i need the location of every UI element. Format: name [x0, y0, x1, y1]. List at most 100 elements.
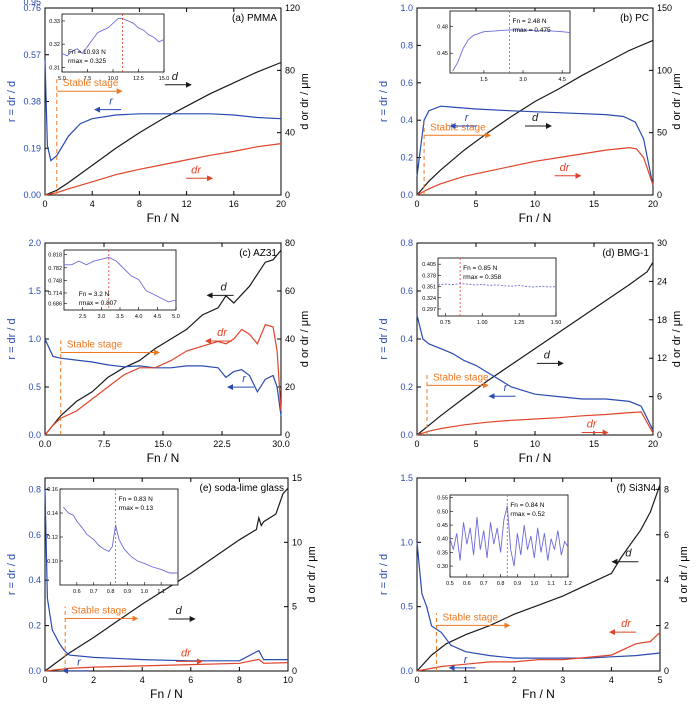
y-right-tick-label: 18 — [657, 315, 667, 325]
x-axis-title: Fn / N — [522, 687, 555, 701]
y-right-tick-label: 30 — [657, 238, 667, 248]
inset-y-tick-label: 0.405 — [422, 262, 436, 268]
inset-annotation-fn: Fn = 0.84 N — [510, 502, 544, 509]
y-left-tick-label: 0.2 — [400, 382, 413, 392]
inset-curve — [61, 18, 165, 57]
x-axis-title: Fn / N — [519, 211, 552, 225]
inset-y-tick-label: 0.31 — [49, 65, 60, 71]
inset-annotation-fn: Fn = 0.83 N — [119, 496, 153, 503]
y-left-axis-title: r = dr / d — [6, 318, 18, 359]
stable-stage-label: Stable stage — [433, 372, 489, 383]
inset-x-tick-label: 0.6 — [463, 581, 471, 587]
series-line-d — [44, 487, 289, 672]
inset-curve — [63, 506, 178, 574]
y-left-tick-label: 1.0 — [28, 334, 41, 344]
y-right-tick-label: 0 — [657, 430, 662, 440]
y-left-tick-label: 0.00 — [23, 190, 41, 200]
x-tick-label: 2 — [91, 675, 96, 685]
x-tick-label: 7.5 — [98, 439, 111, 449]
series-line-d — [416, 39, 654, 196]
y-left-axis-title: r = dr / d — [378, 81, 390, 122]
y-left-tick-label: 0.5 — [400, 602, 413, 612]
y-right-tick-label: 50 — [657, 128, 667, 138]
y-left-tick-label: 0.0 — [28, 430, 41, 440]
inset-y-tick-label: 0.324 — [422, 296, 436, 302]
stable-stage-label: Stable stage — [63, 78, 119, 89]
inset-y-tick-label: 0.33 — [49, 19, 60, 25]
stable-stage-label: Stable stage — [430, 122, 486, 133]
y-right-tick-label: 60 — [285, 286, 295, 296]
y-left-tick-label: 0.76 — [23, 3, 41, 13]
inset-frame — [449, 10, 571, 74]
inset-x-tick-label: 0.6 — [73, 589, 81, 595]
inset-y-tick-label: 0.714 — [48, 291, 62, 297]
inset-frame — [59, 488, 179, 586]
y-right-tick-label: 20 — [285, 382, 295, 392]
x-axis-title: Fn / N — [519, 451, 552, 465]
inset-x-tick-label: 1.0 — [530, 581, 538, 587]
series-label-dr: dr — [181, 647, 192, 659]
inset-curve — [449, 505, 569, 567]
y-right-tick-label: 5 — [292, 602, 297, 612]
inset-x-tick-label: 4.0 — [135, 314, 143, 320]
series-line-dr — [44, 658, 289, 672]
x-tick-label: 2 — [512, 675, 517, 685]
panel-label: (c) AZ31 — [239, 248, 277, 259]
series-label-d: d — [172, 71, 179, 83]
inset-y-tick-label: 0.16 — [47, 487, 58, 493]
y-left-tick-label: 0.4 — [28, 575, 41, 585]
stable-stage-label: Stable stage — [67, 340, 123, 351]
series-label-r: r — [242, 373, 247, 385]
inset-x-tick-label: 5.0 — [172, 314, 180, 320]
y-left-axis-title: r = dr / d — [378, 318, 390, 359]
inset-x-tick-label: 1.25 — [514, 320, 525, 326]
series-label-dr: dr — [191, 164, 202, 176]
inset-x-tick-label: 0.75 — [440, 320, 451, 326]
inset-annotation-fn: Fn = 3.2 N — [79, 291, 110, 298]
inset-curve — [64, 256, 177, 303]
y-left-tick-label: 1.5 — [400, 473, 413, 483]
inset-y-tick-label: 0.55 — [437, 496, 448, 502]
series-line-r — [416, 314, 654, 431]
inset-y-tick-label: 0.32 — [49, 42, 60, 48]
inset-x-tick-label: 0.8 — [497, 581, 505, 587]
x-tick-label: 16 — [229, 199, 239, 209]
y-left-tick-label: 0.57 — [23, 50, 41, 60]
series-line-r — [416, 105, 654, 186]
x-tick-label: 0 — [42, 675, 47, 685]
y-right-tick-label: 80 — [285, 65, 295, 75]
y-left-tick-label: 1.0 — [400, 3, 413, 13]
y-left-tick-label: 0.95 — [23, 0, 41, 7]
inset-glass: 0.6 0.7 0.8 0.9 1.0 1.1 0.10 0.12 0.14 0.16 Fn = 0… — [47, 487, 179, 595]
inset-y-tick-label: 0.12 — [47, 535, 58, 541]
x-tick-label: 22.5 — [213, 439, 231, 449]
y-right-tick-label: 0 — [285, 190, 290, 200]
y-left-tick-label: 2.0 — [28, 238, 41, 248]
x-tick-label: 0 — [414, 199, 419, 209]
plot-frame — [44, 477, 289, 672]
series-label-dr: dr — [621, 618, 632, 630]
inset-annotation-rmax: rmax = 0.13 — [119, 505, 154, 512]
x-tick-label: 3 — [560, 675, 565, 685]
series-label-r: r — [465, 112, 470, 124]
panel-label: (a) PMMA — [232, 13, 277, 24]
y-right-tick-label: 4 — [664, 575, 669, 585]
panel-label: (f) Si3N4 — [617, 483, 657, 494]
x-tick-label: 10 — [530, 439, 540, 449]
inset-x-tick-label: 0.9 — [124, 589, 132, 595]
series-label-d: d — [176, 605, 183, 617]
inset-annotation-rmax: rmax = 0.807 — [79, 300, 118, 307]
panel-pmma: 0 4 8 12 16 20 0.00 0.19 0.38 0.57 0.760.95 0 40 80 12… — [6, 0, 311, 225]
y-right-tick-label: 8 — [664, 484, 669, 494]
panel-label: (b) PC — [620, 13, 649, 24]
x-axis-title: Fn / N — [150, 687, 183, 701]
y-right-axis-title: d or dr / μm — [678, 546, 690, 602]
inset-curve — [437, 283, 557, 288]
inset-x-tick-label: 0.9 — [514, 581, 522, 587]
stable-stage-label: Stable stage — [442, 612, 498, 623]
y-right-axis-title: d or dr / μm — [299, 311, 311, 367]
x-tick-label: 10 — [283, 675, 293, 685]
x-tick-label: 30.0 — [272, 439, 290, 449]
y-right-tick-label: 15 — [292, 473, 302, 483]
y-right-tick-label: 12 — [657, 353, 667, 363]
